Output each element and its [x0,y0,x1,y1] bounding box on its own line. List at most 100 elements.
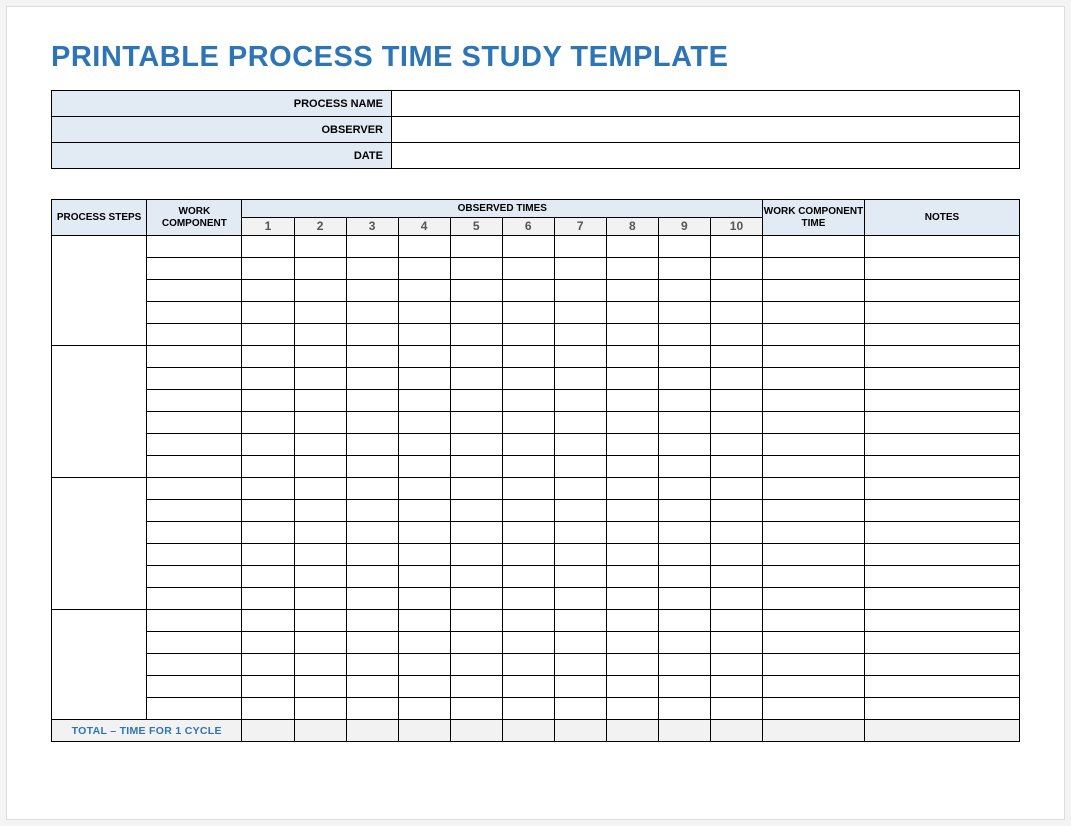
observed-time-cell[interactable] [242,522,294,544]
observed-time-cell[interactable] [346,280,398,302]
observed-time-cell[interactable] [450,698,502,720]
observed-time-cell[interactable] [554,302,606,324]
observed-time-cell[interactable] [710,412,762,434]
observed-time-cell[interactable] [658,522,710,544]
total-cell[interactable] [763,720,865,742]
work-component-cell[interactable] [147,236,242,258]
observed-time-cell[interactable] [450,610,502,632]
observed-time-cell[interactable] [554,434,606,456]
observed-time-cell[interactable] [606,522,658,544]
work-component-time-cell[interactable] [763,280,865,302]
observed-time-cell[interactable] [346,632,398,654]
observed-time-cell[interactable] [346,522,398,544]
observed-time-cell[interactable] [450,412,502,434]
work-component-time-cell[interactable] [763,236,865,258]
observed-time-cell[interactable] [606,324,658,346]
observed-time-cell[interactable] [710,302,762,324]
observed-time-cell[interactable] [502,434,554,456]
observed-time-cell[interactable] [242,544,294,566]
observed-time-cell[interactable] [502,302,554,324]
observed-time-cell[interactable] [606,390,658,412]
observed-time-cell[interactable] [606,588,658,610]
notes-cell[interactable] [864,632,1019,654]
observed-time-cell[interactable] [606,566,658,588]
observed-time-cell[interactable] [398,500,450,522]
work-component-time-cell[interactable] [763,302,865,324]
observed-time-cell[interactable] [710,566,762,588]
work-component-time-cell[interactable] [763,522,865,544]
observed-time-cell[interactable] [346,654,398,676]
observed-time-cell[interactable] [710,544,762,566]
observed-time-cell[interactable] [294,610,346,632]
observed-time-cell[interactable] [554,544,606,566]
observed-time-cell[interactable] [658,346,710,368]
observed-time-cell[interactable] [554,368,606,390]
observed-time-cell[interactable] [294,302,346,324]
observed-time-cell[interactable] [502,478,554,500]
total-cell[interactable] [502,720,554,742]
work-component-time-cell[interactable] [763,544,865,566]
observed-time-cell[interactable] [346,324,398,346]
observed-time-cell[interactable] [502,632,554,654]
observed-time-cell[interactable] [294,456,346,478]
observed-time-cell[interactable] [554,676,606,698]
observed-time-cell[interactable] [242,632,294,654]
observed-time-cell[interactable] [346,346,398,368]
observed-time-cell[interactable] [346,236,398,258]
observed-time-cell[interactable] [502,500,554,522]
work-component-time-cell[interactable] [763,434,865,456]
observed-time-cell[interactable] [606,302,658,324]
work-component-cell[interactable] [147,346,242,368]
observed-time-cell[interactable] [398,588,450,610]
observed-time-cell[interactable] [502,610,554,632]
work-component-time-cell[interactable] [763,368,865,390]
work-component-time-cell[interactable] [763,258,865,280]
work-component-cell[interactable] [147,632,242,654]
work-component-time-cell[interactable] [763,632,865,654]
observed-time-cell[interactable] [710,280,762,302]
observed-time-cell[interactable] [398,236,450,258]
observed-time-cell[interactable] [658,698,710,720]
work-component-cell[interactable] [147,500,242,522]
observed-time-cell[interactable] [554,566,606,588]
notes-cell[interactable] [864,676,1019,698]
total-cell[interactable] [450,720,502,742]
observed-time-cell[interactable] [398,390,450,412]
observed-time-cell[interactable] [450,280,502,302]
observed-time-cell[interactable] [710,676,762,698]
observed-time-cell[interactable] [450,258,502,280]
observed-time-cell[interactable] [606,346,658,368]
observed-time-cell[interactable] [658,500,710,522]
total-cell[interactable] [398,720,450,742]
observed-time-cell[interactable] [346,478,398,500]
observed-time-cell[interactable] [450,522,502,544]
work-component-cell[interactable] [147,588,242,610]
observed-time-cell[interactable] [294,280,346,302]
observed-time-cell[interactable] [450,566,502,588]
work-component-cell[interactable] [147,412,242,434]
observed-time-cell[interactable] [242,302,294,324]
work-component-cell[interactable] [147,280,242,302]
observed-time-cell[interactable] [242,434,294,456]
observed-time-cell[interactable] [502,698,554,720]
total-cell[interactable] [710,720,762,742]
observed-time-cell[interactable] [450,390,502,412]
work-component-time-cell[interactable] [763,698,865,720]
notes-cell[interactable] [864,500,1019,522]
observed-time-cell[interactable] [710,324,762,346]
observed-time-cell[interactable] [658,258,710,280]
process-step-cell[interactable] [52,236,147,346]
observed-time-cell[interactable] [554,588,606,610]
observed-time-cell[interactable] [554,610,606,632]
observed-time-cell[interactable] [450,676,502,698]
observed-time-cell[interactable] [450,500,502,522]
observed-time-cell[interactable] [502,236,554,258]
observed-time-cell[interactable] [450,588,502,610]
observed-time-cell[interactable] [554,412,606,434]
total-cell[interactable] [346,720,398,742]
observed-time-cell[interactable] [398,324,450,346]
observed-time-cell[interactable] [346,412,398,434]
observed-time-cell[interactable] [398,522,450,544]
observed-time-cell[interactable] [502,324,554,346]
observed-time-cell[interactable] [294,390,346,412]
